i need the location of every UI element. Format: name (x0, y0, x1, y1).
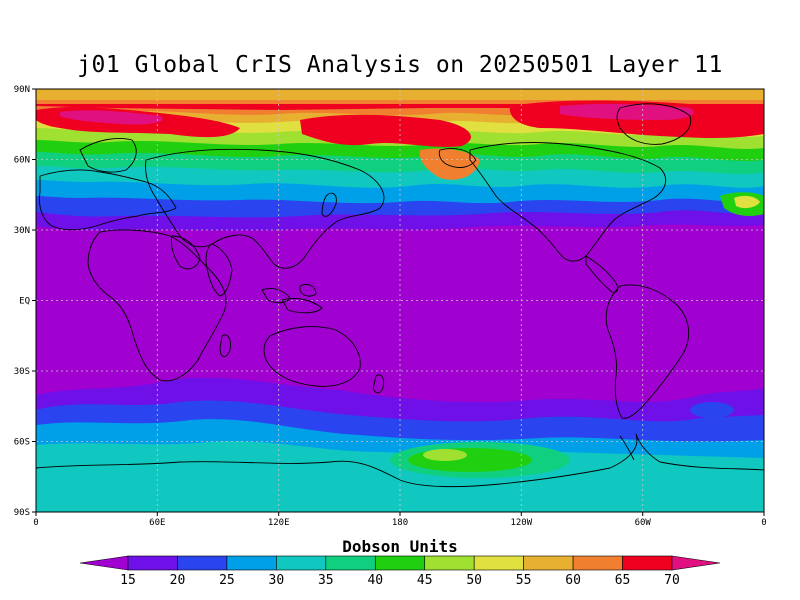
map-title: j01 Global CrIS Analysis on 20250501 Lay… (77, 52, 723, 78)
colorbar-tick-label: 40 (367, 573, 383, 588)
contour-sh-bright-green (408, 448, 532, 472)
lon-label-120w: 120W (510, 518, 532, 528)
contour-nh-magenta-arctic (560, 103, 694, 120)
colorbar-tick-label: 65 (615, 573, 631, 588)
contour-sh-yellowgreen (423, 449, 467, 461)
contour-nh-yellow-atlantic (734, 195, 760, 209)
lon-label-180: 180 (392, 518, 408, 528)
lon-label-0-left: 0 (33, 518, 38, 528)
colorbar-tick-label: 20 (170, 573, 186, 588)
tick-marks (32, 88, 765, 516)
colorbar-swatch (572, 555, 623, 571)
colorbar-tick-label: 55 (516, 573, 532, 588)
lon-labels: 0 60E 120E 180 120W 60W 0 (33, 518, 766, 528)
colorbar-swatch (523, 555, 574, 571)
contour-nh-red-siberia (300, 114, 471, 147)
colorbar: 15 20 25 30 35 40 45 50 55 60 65 70 (79, 555, 721, 588)
lat-label-60n: 60N (14, 156, 30, 166)
colorbar-tick-label: 30 (269, 573, 285, 588)
colorbar-tick-label: 50 (466, 573, 482, 588)
colorbar-swatch (473, 555, 524, 571)
lon-label-60w: 60W (635, 518, 652, 528)
colorbar-swatch (622, 555, 673, 571)
colorbar-arrow-high (671, 555, 721, 571)
lat-label-90s: 90S (14, 508, 30, 518)
lat-labels: 90N 60N 30N EQ 30S 60S 90S (14, 85, 30, 518)
lat-label-60s: 60S (14, 438, 30, 448)
colorbar-tick-label: 70 (664, 573, 680, 588)
lat-label-90n: 90N (14, 85, 30, 95)
colorbar-swatch (127, 555, 178, 571)
coastlines (36, 103, 764, 488)
colorbar-swatch (325, 555, 376, 571)
colorbar-tick-label: 45 (417, 573, 433, 588)
colorbar-swatch (424, 555, 475, 571)
lon-label-0-right: 0 (761, 518, 766, 528)
lat-label-eq: EQ (19, 297, 30, 307)
colorbar-swatch (374, 555, 426, 571)
colorbar-arrow-low (79, 555, 129, 571)
colorbar-tick-label: 60 (565, 573, 581, 588)
contour-nh-magenta-europe (60, 110, 163, 125)
colorbar-tick-label: 35 (318, 573, 334, 588)
contour-nh-orange-pacific (419, 148, 480, 180)
lat-label-30n: 30N (14, 226, 30, 236)
colorbar-tick-label: 15 (120, 573, 136, 588)
colorbar-swatch (177, 555, 228, 571)
colorbar-swatch (276, 555, 327, 571)
lon-label-60e: 60E (149, 518, 165, 528)
colorbar-swatch (226, 555, 277, 571)
colorbar-tick-label: 25 (219, 573, 235, 588)
lon-label-120e: 120E (268, 518, 290, 528)
lat-label-30s: 30S (14, 367, 30, 377)
contour-sh-blue-patch (690, 402, 734, 418)
colorbar-title: Dobson Units (342, 537, 458, 556)
